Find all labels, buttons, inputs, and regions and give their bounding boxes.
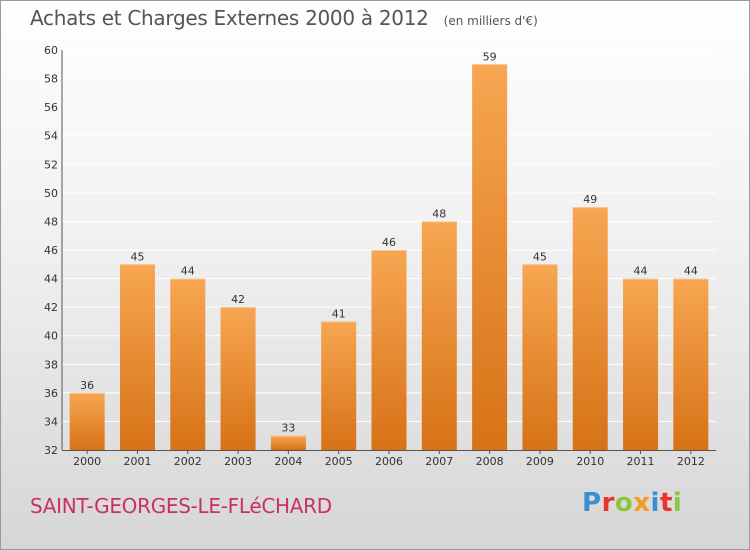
data-label: 59 xyxy=(483,50,497,63)
y-tick-label: 38 xyxy=(44,358,58,371)
proxiti-logo: Proxiti xyxy=(582,488,682,518)
bar-2001 xyxy=(119,264,155,450)
logo-letter: P xyxy=(582,488,602,518)
y-tick-label: 34 xyxy=(44,415,58,428)
logo-letter: x xyxy=(633,488,651,518)
commune-name: SAINT-GEORGES-LE-FLéCHARD xyxy=(30,494,332,518)
logo-letter: i xyxy=(672,488,683,518)
data-label: 44 xyxy=(181,265,195,278)
y-tick-label: 36 xyxy=(44,387,58,400)
y-tick-label: 42 xyxy=(44,301,58,314)
x-tick-label: 2002 xyxy=(174,455,202,468)
x-tick-label: 2007 xyxy=(425,455,453,468)
bar-2012 xyxy=(673,278,709,450)
logo-letter: o xyxy=(614,488,634,518)
axis-layer: 32 34 36 38 40 42 44 46 48 50 52 54 56 58 60 2000 2001 20… xyxy=(44,44,716,468)
y-tick-label: 40 xyxy=(44,330,58,343)
logo-letter: r xyxy=(601,488,615,518)
bar-2011 xyxy=(623,278,659,450)
x-tick-label: 2000 xyxy=(73,455,101,468)
y-tick-label: 52 xyxy=(44,158,58,171)
data-label: 46 xyxy=(382,236,396,249)
logo-letter: i xyxy=(650,488,660,518)
data-label: 48 xyxy=(432,207,446,220)
bar-2009 xyxy=(522,264,558,450)
chart-title: Achats et Charges Externes 2000 à 2012 xyxy=(30,6,429,30)
y-tick-label: 46 xyxy=(44,244,58,257)
data-label: 36 xyxy=(80,379,94,392)
bar-layer: 36 45 44 42 33 41 46 48 59 45 49 44 44 xyxy=(69,50,709,451)
data-label: 42 xyxy=(231,293,245,306)
bar-2008 xyxy=(472,64,508,451)
data-label: 44 xyxy=(634,265,648,278)
x-tick-label: 2005 xyxy=(325,455,353,468)
bar-2010 xyxy=(572,207,608,450)
x-tick-label: 2003 xyxy=(224,455,252,468)
bar-2007 xyxy=(421,221,457,450)
bar-2004 xyxy=(270,435,306,450)
bar-2000 xyxy=(69,392,105,450)
y-tick-label: 48 xyxy=(44,215,58,228)
y-tick-label: 60 xyxy=(44,44,58,57)
x-tick-label: 2009 xyxy=(526,455,554,468)
y-tick-label: 32 xyxy=(44,444,58,457)
data-label: 44 xyxy=(684,265,698,278)
y-tick-label: 56 xyxy=(44,101,58,114)
bar-2002 xyxy=(170,278,206,450)
bar-2005 xyxy=(321,321,357,450)
data-label: 49 xyxy=(583,193,597,206)
chart-unit: (en milliers d'€) xyxy=(443,14,538,28)
data-label: 33 xyxy=(281,422,295,435)
y-tick-label: 54 xyxy=(44,130,58,143)
bar-2003 xyxy=(220,307,256,450)
x-tick-label: 2012 xyxy=(677,455,705,468)
x-tick-label: 2011 xyxy=(627,455,655,468)
x-tick-label: 2006 xyxy=(375,455,403,468)
logo-letter: t xyxy=(659,488,673,518)
bar-2006 xyxy=(371,250,407,450)
y-tick-label: 50 xyxy=(44,187,58,200)
x-tick-label: 2004 xyxy=(274,455,302,468)
x-tick-label: 2008 xyxy=(476,455,504,468)
y-tick-label: 44 xyxy=(44,273,58,286)
x-tick-label: 2001 xyxy=(123,455,151,468)
data-label: 45 xyxy=(533,250,547,263)
data-label: 45 xyxy=(130,250,144,263)
x-tick-label: 2010 xyxy=(576,455,604,468)
data-label: 41 xyxy=(332,307,346,320)
y-tick-label: 58 xyxy=(44,73,58,86)
chart-title-row: Achats et Charges Externes 2000 à 2012 (… xyxy=(30,6,538,30)
